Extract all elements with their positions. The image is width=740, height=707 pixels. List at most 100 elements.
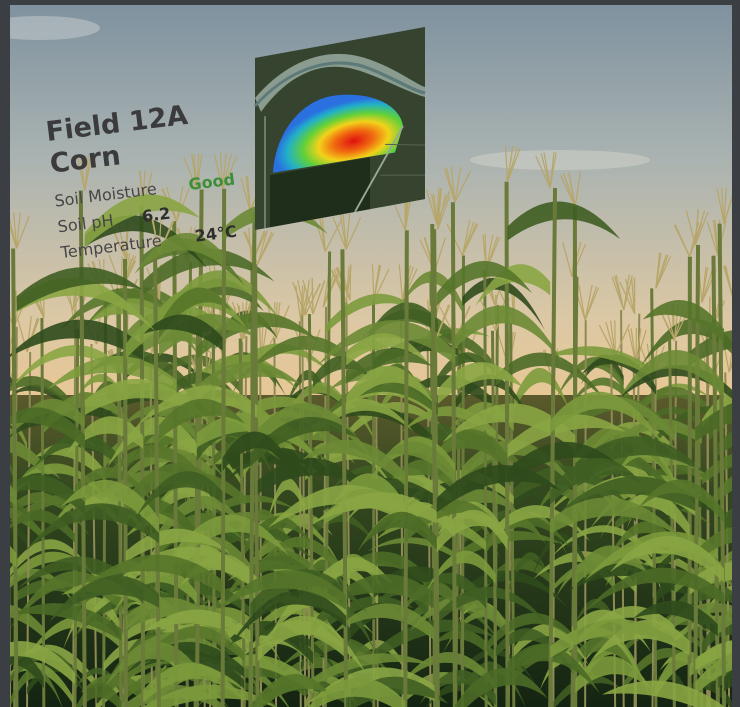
- corn-leaf: [313, 602, 376, 653]
- corn-leaf: [486, 612, 590, 655]
- corn-stalk: [345, 217, 362, 250]
- corn-leaf: [513, 367, 570, 411]
- corn-stalk: [483, 270, 488, 707]
- corn-leaf: [244, 555, 325, 588]
- corn-stalk: [584, 287, 600, 321]
- corn-stalk: [720, 187, 725, 224]
- corn-stalk: [342, 213, 347, 250]
- corn-leaf: [74, 467, 158, 509]
- corn-leaf: [49, 575, 159, 622]
- corn-leaf: [222, 343, 331, 388]
- corn-leaf: [571, 636, 640, 680]
- corn-leaf: [436, 261, 533, 306]
- corn-leaf: [135, 471, 223, 518]
- corn-leaf: [10, 650, 44, 689]
- corn-leaf: [575, 436, 707, 479]
- corn-stalk: [436, 190, 451, 225]
- corn-stalk: [548, 187, 558, 707]
- corn-stalk: [674, 224, 691, 257]
- corn-leaf: [553, 675, 622, 707]
- corn-stalk: [425, 189, 438, 225]
- corn-leaf: [734, 451, 740, 492]
- corn-leaf: [618, 492, 690, 538]
- corn-leaf: [550, 457, 643, 505]
- corn-stalk: [297, 280, 306, 316]
- corn-leaf: [125, 597, 238, 649]
- corn-leaf: [508, 487, 554, 521]
- corn-leaf: [419, 670, 496, 705]
- corn-stalk: [302, 279, 314, 315]
- corn-stalk: [222, 156, 238, 189]
- corn-leaf: [156, 438, 240, 480]
- corn-stalk: [461, 223, 479, 256]
- corn-leaf: [104, 641, 197, 688]
- corn-leaf: [10, 507, 44, 542]
- corn-leaf: [10, 485, 17, 507]
- corn-stalk: [694, 210, 706, 246]
- corn-leaf: [264, 478, 306, 533]
- corn-stalk: [84, 154, 90, 191]
- corn-leaf: [159, 495, 248, 541]
- corn-stalk: [10, 345, 11, 348]
- corn-leaf: [10, 545, 17, 569]
- corn-stalk: [13, 212, 18, 249]
- corn-stalk: [398, 264, 404, 301]
- corn-leaf: [223, 448, 326, 484]
- corn-leaf: [462, 570, 568, 608]
- corn-leaf: [564, 605, 675, 657]
- corn-leaf: [724, 670, 732, 692]
- corn-stalk: [437, 195, 451, 230]
- corn-stalk: [706, 221, 719, 256]
- corn-leaf: [16, 267, 143, 312]
- corn-leaf: [495, 352, 608, 405]
- corn-leaf: [601, 680, 725, 707]
- corn-leaf: [133, 625, 245, 673]
- corn-stalk: [304, 279, 310, 316]
- corn-leaf: [84, 287, 188, 327]
- corn-stalk: [635, 328, 642, 365]
- corn-leaf: [462, 277, 545, 330]
- corn-stalk: [222, 152, 227, 189]
- corn-leaf: [383, 441, 455, 484]
- corn-stalk: [10, 547, 12, 707]
- corn-leaf: [550, 391, 665, 446]
- corn-leaf: [344, 475, 456, 524]
- corn-leaf: [543, 346, 656, 379]
- corn-leaf: [507, 643, 600, 694]
- corn-stalk: [535, 155, 551, 189]
- corn-leaf: [346, 348, 433, 384]
- corn-leaf: [534, 484, 586, 524]
- corn-leaf: [10, 663, 11, 671]
- corn-leaf: [10, 640, 75, 685]
- corn-stalk: [436, 188, 442, 225]
- corn-stalk: [723, 187, 727, 224]
- corn-leaf: [507, 441, 623, 484]
- corn-leaf: [176, 514, 290, 563]
- corn-leaf: [360, 511, 437, 550]
- corn-stalk: [340, 249, 349, 707]
- corn-leaf: [109, 573, 188, 630]
- corn-leaf: [572, 598, 616, 630]
- corn-leaf: [495, 628, 577, 679]
- corn-stalk: [324, 220, 342, 252]
- corn-stalk: [506, 146, 514, 182]
- corn-leaf: [10, 437, 44, 475]
- corn-leaf: [229, 589, 347, 648]
- corn-leaf: [609, 535, 725, 583]
- corn-stalk: [257, 229, 268, 265]
- corn-leaf: [329, 339, 403, 376]
- corn-leaf: [245, 335, 347, 375]
- corn-leaf: [734, 451, 740, 486]
- corn-stalk: [122, 258, 128, 707]
- corn-leaf: [604, 521, 675, 565]
- corn-stalk: [655, 252, 662, 289]
- corn-leaf: [331, 473, 406, 517]
- corn-stalk: [714, 219, 719, 256]
- corn-stalk: [454, 166, 462, 203]
- corn-leaf: [592, 619, 690, 659]
- corn-leaf: [222, 574, 275, 610]
- corn-leaf: [652, 579, 704, 620]
- corn-leaf: [252, 677, 347, 707]
- corn-stalk: [450, 166, 456, 203]
